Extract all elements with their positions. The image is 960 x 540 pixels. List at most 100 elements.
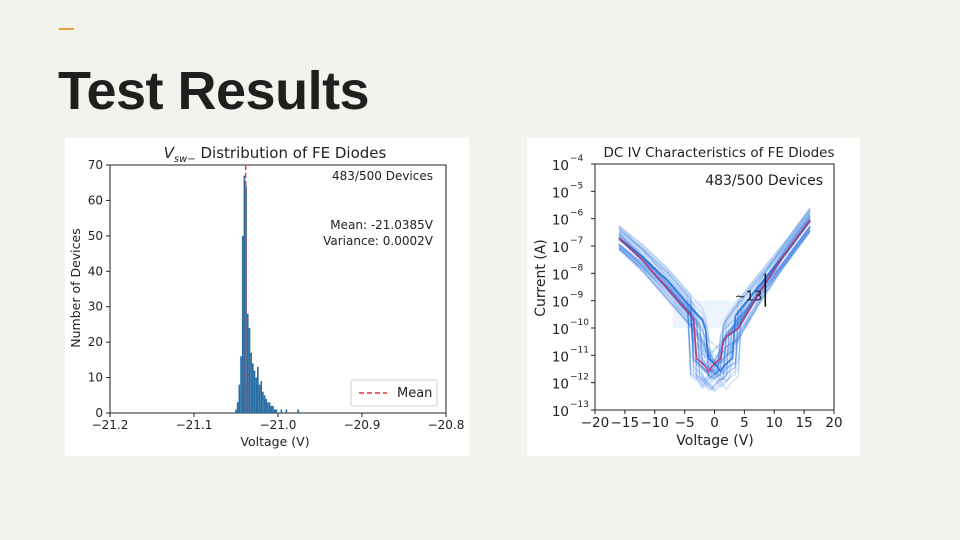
histogram-xtick-label: −20.8 (428, 418, 465, 432)
iv-xtick-label: −5 (675, 415, 695, 431)
iv-device-curve (618, 215, 811, 392)
histogram-ytick-label: 50 (88, 229, 103, 243)
iv-device-curve (618, 229, 811, 374)
histogram-bar (248, 327, 251, 413)
iv-xtick-label: 10 (766, 415, 783, 431)
iv-device-count: 483/500 Devices (705, 173, 823, 189)
iv-device-curve (618, 226, 811, 376)
histogram-mean-text: Mean: -21.0385V (330, 218, 434, 232)
iv-device-curve (618, 231, 811, 378)
histogram-ytick-label: 70 (88, 158, 103, 172)
histogram-xtick-label: −21.0 (260, 418, 297, 432)
iv-xtick-label: 15 (796, 415, 813, 431)
iv-device-curve (618, 227, 811, 375)
histogram-legend: Mean (350, 379, 438, 407)
histogram-title-subscript: sw− (174, 154, 196, 165)
histogram-ytick-label: 40 (88, 264, 103, 278)
histogram-bar (297, 409, 299, 413)
histogram-xtick-label: −20.9 (344, 418, 381, 432)
iv-device-curve (618, 207, 811, 376)
histogram-bar (268, 402, 271, 413)
iv-device-curve (618, 225, 811, 363)
iv-device-curve (618, 229, 811, 367)
iv-device-curve (618, 215, 811, 359)
iv-device-curve (618, 211, 811, 386)
iv-curves (618, 207, 811, 392)
histogram-device-count: 483/500 Devices (332, 169, 433, 183)
iv-ytick-label: 10 (552, 158, 569, 174)
histogram-bar (255, 377, 257, 413)
histogram-bar (236, 402, 239, 413)
histogram-bar (263, 395, 266, 413)
iv-xtick-label: 5 (740, 415, 749, 431)
iv-device-curve (618, 215, 811, 388)
histogram-bar (245, 186, 247, 413)
histogram-ytick-label: 20 (88, 335, 103, 349)
histogram-bar (275, 409, 278, 413)
histogram-ylabel: Number of Devices (68, 228, 83, 347)
histogram-ytick-label: 0 (95, 406, 103, 420)
histogram-xlabel: Voltage (V) (240, 434, 309, 449)
iv-ytick-label: 10 (552, 349, 569, 365)
histogram-bar (270, 405, 273, 413)
iv-ytick-exponent: −11 (570, 345, 589, 355)
iv-ytick-exponent: −13 (570, 400, 589, 410)
iv-ytick-exponent: −7 (570, 236, 583, 246)
iv-device-curve (618, 209, 811, 383)
iv-xtick-label: 20 (825, 415, 842, 431)
slide-title: Test Results (58, 61, 370, 121)
iv-device-curve (618, 229, 811, 367)
iv-ytick-label: 10 (552, 295, 569, 311)
histogram-bar (250, 352, 252, 413)
iv-device-curve (618, 226, 811, 381)
iv-title: DC IV Characteristics of FE Diodes (603, 145, 834, 161)
histogram-chart: Vsw− Distribution of FE Diodes −21.2 −21.… (68, 144, 465, 449)
iv-ytick-label: 10 (552, 185, 569, 201)
accent-bar (59, 28, 74, 30)
histogram-bar (241, 235, 244, 413)
iv-device-curve (618, 225, 811, 377)
iv-device-curve (618, 228, 811, 389)
iv-ytick-exponent: −10 (570, 318, 589, 328)
iv-device-curve (618, 229, 811, 392)
iv-xtick-label: −10 (641, 415, 670, 431)
iv-device-curve (618, 213, 811, 366)
histogram-bar (251, 363, 254, 413)
histogram-xtick-label: −21.1 (176, 418, 213, 432)
histogram-bar (273, 409, 276, 413)
iv-ytick-label: 10 (552, 240, 569, 256)
iv-ytick-label: 10 (552, 377, 569, 393)
iv-device-curve (618, 208, 811, 379)
iv-ytick-exponent: −6 (570, 209, 584, 219)
iv-ytick-exponent: −5 (570, 181, 583, 191)
iv-device-curve (618, 213, 811, 382)
iv-ytick-exponent: −4 (570, 154, 584, 164)
iv-device-curve (618, 208, 811, 356)
iv-device-curve (618, 211, 811, 360)
histogram-bar (267, 402, 269, 413)
histogram-bar (258, 384, 261, 413)
iv-ytick-label: 10 (552, 213, 569, 229)
histogram-axes (109, 164, 447, 414)
iv-ytick-label: 10 (552, 267, 569, 283)
histogram-frame (109, 164, 447, 414)
iv-device-curve (618, 212, 811, 380)
histogram-variance-text: Variance: 0.0002V (323, 234, 434, 248)
histogram-title: Vsw− Distribution of FE Diodes (164, 144, 387, 165)
histogram-ticks: −21.2 −21.1 −21.0 −20.9 −20.8 0 10 20 30 40 50 60 70 (88, 158, 465, 432)
histogram-bar (235, 409, 237, 413)
iv-ylabel: Current (A) (533, 239, 549, 317)
iv-ytick-label: 10 (552, 322, 569, 338)
iv-device-curve (618, 218, 811, 380)
iv-representative-curve (618, 219, 811, 374)
iv-ytick-exponent: −8 (570, 263, 584, 273)
iv-leakage-band (672, 300, 751, 328)
histogram-bar (238, 384, 241, 413)
histogram-title-text: Distribution of FE Diodes (200, 144, 386, 162)
histogram-xtick-label: −21.2 (92, 418, 129, 432)
histogram-panel: Vsw− Distribution of FE Diodes −21.2 −21.… (65, 138, 469, 456)
iv-device-curve (618, 217, 811, 378)
histogram-bar (280, 409, 283, 413)
histogram-bar (240, 356, 242, 413)
histogram-bar (246, 313, 249, 413)
